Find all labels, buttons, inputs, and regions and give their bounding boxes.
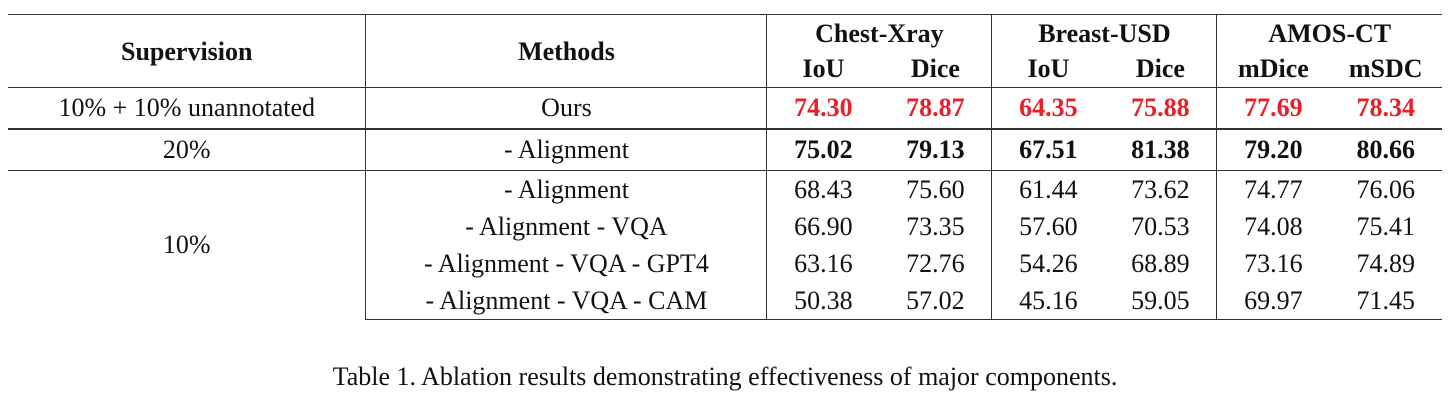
cell-value: 54.26 bbox=[1019, 248, 1078, 278]
cell-supervision: 10% bbox=[8, 170, 367, 320]
cell-value: 72.76 bbox=[879, 245, 993, 282]
table-row: - Alignment - VQA 66.90 73.35 57.60 70.5… bbox=[8, 208, 1442, 245]
header-supervision: Supervision bbox=[8, 14, 367, 88]
cell-value: 80.66 bbox=[1329, 128, 1442, 171]
cell-value: 68.43 bbox=[766, 170, 880, 208]
table-row-20pct: 20% - Alignment 75.02 79.13 67.51 81.38 … bbox=[8, 128, 1442, 171]
cell-value: 79.20 bbox=[1216, 128, 1330, 171]
cell-value: 57.02 bbox=[879, 282, 993, 320]
header-metric: Dice bbox=[879, 51, 993, 88]
cell-value: 74.08 bbox=[1244, 211, 1303, 241]
cell-value: 75.60 bbox=[879, 170, 993, 208]
cell-value: 71.45 bbox=[1329, 282, 1442, 320]
header-metric: mSDC bbox=[1348, 54, 1423, 83]
cell-method: - Alignment - VQA - GPT4 bbox=[365, 245, 768, 282]
cell-value: 74.77 bbox=[1216, 170, 1330, 208]
header-metric: IoU bbox=[802, 54, 845, 83]
header-metric: IoU bbox=[1027, 54, 1070, 83]
cell-value: 68.89 bbox=[1104, 245, 1218, 282]
header-row-datasets: Supervision Methods Chest-Xray Breast-US… bbox=[8, 14, 1442, 88]
cell-method: - Alignment bbox=[365, 128, 768, 171]
header-methods: Methods bbox=[365, 14, 768, 88]
cell-value: 70.53 bbox=[1104, 208, 1218, 245]
cell-value: 78.34 bbox=[1329, 87, 1442, 129]
cell-value: 76.06 bbox=[1329, 170, 1442, 208]
cell-value: 73.16 bbox=[1244, 248, 1303, 278]
cell-value: 79.13 bbox=[879, 128, 993, 171]
cell-value: 59.05 bbox=[1104, 282, 1218, 320]
cell-value: 45.16 bbox=[991, 282, 1105, 320]
cell-value: 73.35 bbox=[879, 208, 993, 245]
cell-value: 67.51 bbox=[991, 128, 1105, 171]
header-dataset-chest-xray: Chest-Xray bbox=[766, 14, 993, 51]
cell-value: 57.60 bbox=[1019, 211, 1078, 241]
cell-value: 61.44 bbox=[991, 170, 1105, 208]
cell-value: 75.02 bbox=[766, 128, 880, 171]
header-metric: Dice bbox=[1104, 51, 1218, 88]
cell-value: 50.38 bbox=[766, 282, 880, 320]
ablation-table: Supervision Methods Chest-Xray Breast-US… bbox=[8, 14, 1442, 320]
cell-method: - Alignment - VQA - CAM bbox=[365, 282, 768, 320]
table-row: 10% - Alignment 68.43 75.60 61.44 73.62 … bbox=[8, 170, 1442, 320]
cell-value: 66.90 bbox=[794, 211, 853, 241]
cell-supervision: 10% + 10% unannotated bbox=[8, 87, 367, 129]
cell-value: 74.30 bbox=[766, 87, 880, 129]
cell-value: 73.62 bbox=[1104, 170, 1218, 208]
cell-method: Ours bbox=[365, 87, 768, 129]
header-metric: mDice bbox=[1238, 54, 1309, 83]
cell-value: 77.69 bbox=[1216, 87, 1330, 129]
cell-value: 75.41 bbox=[1356, 211, 1415, 241]
cell-value: 63.16 bbox=[794, 248, 853, 278]
header-dataset-amos-ct: AMOS-CT bbox=[1216, 14, 1442, 51]
cell-method: - Alignment bbox=[365, 170, 768, 208]
cell-value: 78.87 bbox=[879, 87, 993, 129]
cell-value: 74.89 bbox=[1356, 248, 1415, 278]
cell-value: 69.97 bbox=[1216, 282, 1330, 320]
table-row: - Alignment - VQA - CAM 50.38 57.02 45.1… bbox=[8, 282, 1442, 320]
header-row-metrics: IoU Dice IoU Dice mDice mSDC bbox=[8, 51, 1442, 88]
cell-method: - Alignment - VQA bbox=[365, 208, 768, 245]
cell-value: 75.88 bbox=[1104, 87, 1218, 129]
header-dataset-breast-usd: Breast-USD bbox=[991, 14, 1218, 51]
cell-value: 64.35 bbox=[991, 87, 1105, 129]
cell-value: 81.38 bbox=[1104, 128, 1218, 171]
table-row-ours: 10% + 10% unannotated Ours 74.30 78.87 6… bbox=[8, 87, 1442, 129]
ablation-table-container: Supervision Methods Chest-Xray Breast-US… bbox=[8, 14, 1442, 320]
cell-supervision: 20% bbox=[8, 128, 367, 171]
table-caption: Table 1. Ablation results demonstrating … bbox=[332, 362, 1118, 391]
table-row: - Alignment - VQA - GPT4 63.16 72.76 54.… bbox=[8, 245, 1442, 282]
